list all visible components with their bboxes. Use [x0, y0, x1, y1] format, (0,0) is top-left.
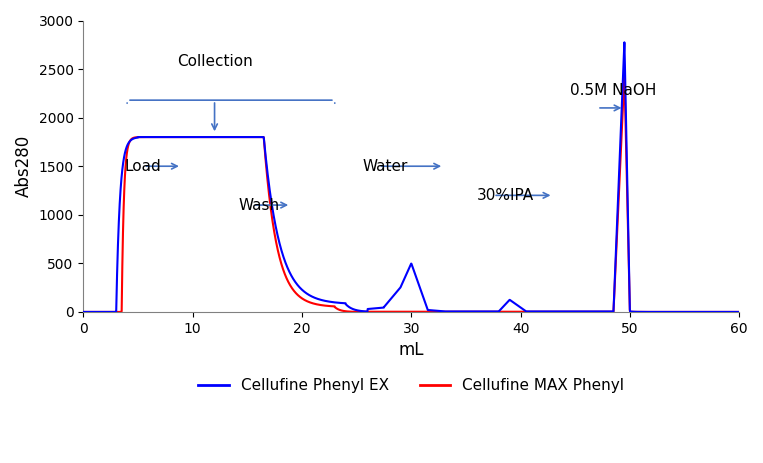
- Text: 30%IPA: 30%IPA: [477, 188, 534, 203]
- Legend: Cellufine Phenyl EX, Cellufine MAX Phenyl: Cellufine Phenyl EX, Cellufine MAX Pheny…: [192, 372, 630, 399]
- Y-axis label: Abs280: Abs280: [15, 135, 33, 197]
- X-axis label: mL: mL: [398, 341, 424, 359]
- Text: Load: Load: [125, 159, 162, 174]
- Text: 0.5M NaOH: 0.5M NaOH: [570, 83, 656, 98]
- Text: Water: Water: [362, 159, 407, 174]
- Text: Collection: Collection: [177, 54, 253, 69]
- Text: Wash: Wash: [239, 198, 280, 213]
